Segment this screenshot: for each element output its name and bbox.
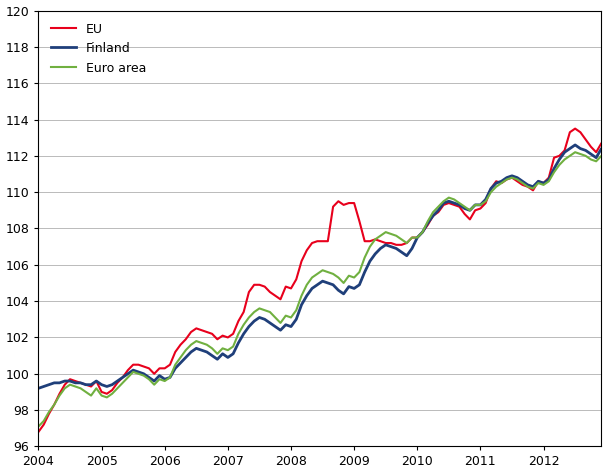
- Euro area: [40, 418, 47, 424]
- EU: [40, 422, 47, 428]
- Finland: [77, 380, 84, 386]
- EU: [277, 296, 284, 302]
- EU: [77, 380, 84, 386]
- Euro area: [35, 424, 42, 429]
- Finland: [40, 383, 47, 389]
- Euro area: [277, 320, 284, 326]
- Finland: [277, 328, 284, 333]
- EU: [35, 429, 42, 435]
- Line: Finland: Finland: [38, 41, 607, 388]
- Finland: [35, 385, 42, 391]
- Line: Euro area: Euro area: [38, 58, 607, 427]
- Line: EU: EU: [38, 29, 607, 432]
- Legend: EU, Finland, Euro area: EU, Finland, Euro area: [45, 17, 152, 81]
- Euro area: [77, 385, 84, 391]
